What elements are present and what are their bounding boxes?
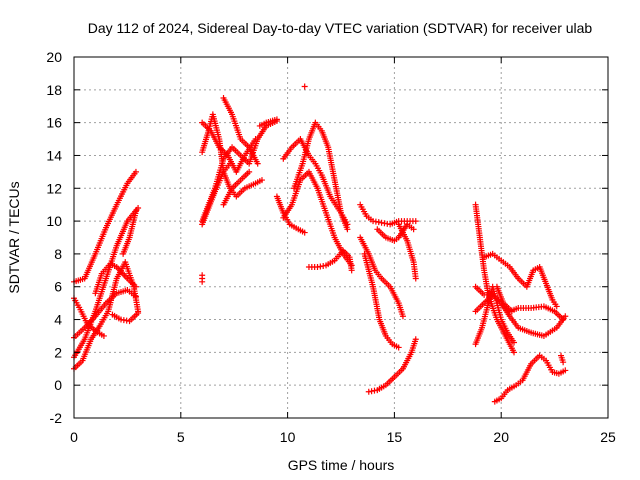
data-point: [301, 229, 308, 236]
data-point: [511, 349, 518, 356]
data-track: [280, 168, 355, 269]
x-axis-title: GPS time / hours: [288, 457, 395, 473]
data-track: [291, 119, 351, 233]
y-tick-label: 14: [46, 147, 62, 163]
data-point: [348, 267, 355, 274]
y-tick-label: 12: [46, 180, 62, 196]
data-point: [256, 122, 263, 129]
data-track: [220, 168, 253, 208]
y-tick-label: 18: [46, 82, 62, 98]
data-track: [220, 95, 261, 167]
data-track: [273, 193, 308, 236]
x-tick-label: 5: [177, 429, 185, 445]
data-point: [560, 359, 567, 366]
data-point: [132, 168, 139, 175]
x-tick-label: 10: [280, 429, 296, 445]
y-tick-label: 2: [54, 344, 62, 360]
data-track: [71, 204, 142, 361]
y-tick-label: 16: [46, 115, 62, 131]
x-tick-label: 15: [387, 429, 403, 445]
data-track: [365, 336, 419, 395]
data-point: [135, 204, 142, 211]
data-point: [412, 218, 419, 225]
data-track: [493, 283, 515, 315]
data-point: [132, 293, 139, 300]
data-track: [305, 247, 355, 274]
x-tick-label: 25: [600, 429, 616, 445]
y-tick-label: 0: [54, 377, 62, 393]
data-track: [357, 234, 406, 320]
data-track: [256, 116, 280, 129]
data-point: [508, 308, 515, 315]
data-point: [132, 208, 139, 215]
data-track: [472, 283, 518, 348]
data-track: [395, 221, 419, 282]
data-point: [135, 309, 142, 316]
data-track: [120, 208, 139, 257]
y-tick-label: -2: [50, 410, 63, 426]
chart-title: Day 112 of 2024, Sidereal Day-to-day VTE…: [88, 20, 593, 36]
data-point: [254, 160, 261, 167]
data-track: [199, 160, 233, 228]
y-tick-label: 4: [54, 312, 62, 328]
data-point: [395, 344, 402, 351]
data-point: [412, 275, 419, 282]
y-tick-label: 8: [54, 246, 62, 262]
tick-layer: 0 5 10 15 20 25 -2 0 2 4 6 8 10 12 14 16 18 20: [46, 49, 616, 445]
y-tick-label: 10: [46, 213, 62, 229]
data-track: [357, 201, 419, 228]
data-track: [199, 272, 206, 285]
grid-layer: [74, 57, 608, 418]
data-track: [361, 250, 402, 351]
y-tick-label: 6: [54, 279, 62, 295]
data-point: [301, 83, 308, 90]
data-point: [399, 313, 406, 320]
data-point: [132, 283, 139, 290]
x-tick-label: 0: [70, 429, 78, 445]
data-point: [226, 160, 233, 167]
plot-frame: [73, 56, 609, 419]
data-layer: [71, 83, 569, 405]
y-tick-label: 20: [46, 49, 62, 65]
data-point: [562, 367, 569, 374]
data-point: [246, 168, 253, 175]
data-track: [301, 83, 308, 90]
data-point: [562, 313, 569, 320]
data-point: [344, 226, 351, 233]
data-point: [410, 226, 417, 233]
data-point: [258, 177, 265, 184]
data-track: [374, 221, 417, 244]
data-track: [92, 260, 139, 297]
data-point: [553, 303, 560, 310]
y-axis-title: SDTVAR / TECUs: [6, 181, 22, 293]
data-point: [252, 136, 259, 143]
data-track: [481, 250, 560, 310]
data-track: [71, 287, 139, 341]
data-track: [491, 352, 569, 405]
data-point: [199, 272, 206, 279]
x-tick-label: 20: [493, 429, 509, 445]
data-point: [412, 336, 419, 343]
data-point: [511, 339, 518, 346]
data-track: [558, 352, 567, 366]
data-point: [100, 332, 107, 339]
data-track: [109, 309, 142, 325]
